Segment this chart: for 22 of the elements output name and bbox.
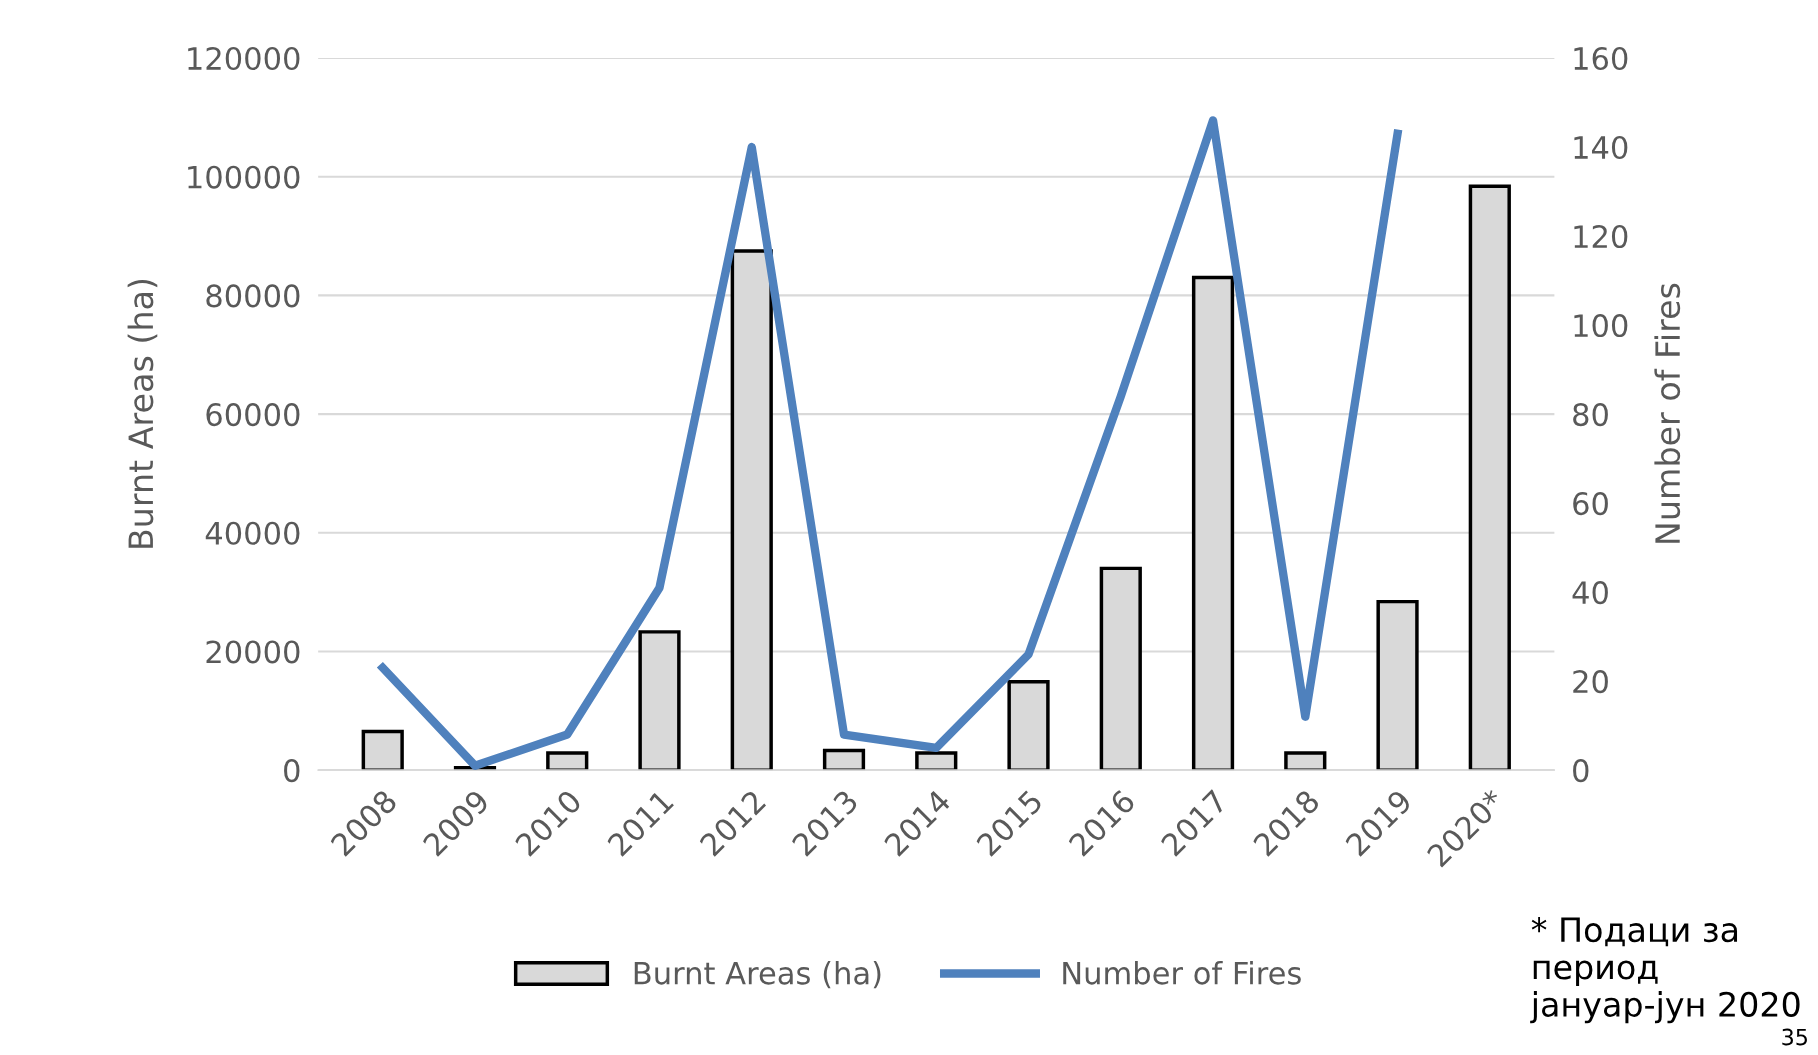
y2-tick-label: 120 [1574, 224, 1628, 249]
y-tick-label: 100000 [188, 165, 300, 189]
y-tick-label: 80000 [206, 284, 300, 308]
y2-tick-label: 60 [1573, 492, 1608, 516]
text: * Подаци за период јануар-јун 2020 [1530, 917, 1800, 1024]
y2-tick-label: 40 [1572, 581, 1608, 605]
legend-label: Number of Fires [1063, 961, 1301, 985]
text: 35 [1782, 1028, 1807, 1046]
y-tick-label: 40000 [205, 521, 300, 545]
y2-tick-label: 140 [1574, 135, 1628, 160]
y-tick-label: 0 [284, 759, 300, 783]
y2-tick-label: 20 [1573, 670, 1608, 694]
y-tick-label: 120000 [188, 46, 300, 71]
y2-axis-title: Number of Fires [1654, 283, 1681, 543]
y-axis-title: Burnt Areas (ha) [127, 279, 158, 548]
legend-label: Burnt Areas (ha) [634, 961, 881, 989]
y2-tick-label: 160 [1574, 46, 1628, 71]
y2-tick-label: 100 [1574, 314, 1628, 338]
y-tick-label: 20000 [206, 640, 300, 664]
y2-tick-label: 0 [1573, 759, 1589, 783]
y-tick-label: 60000 [206, 403, 300, 427]
y2-tick-label: 80 [1573, 403, 1608, 427]
